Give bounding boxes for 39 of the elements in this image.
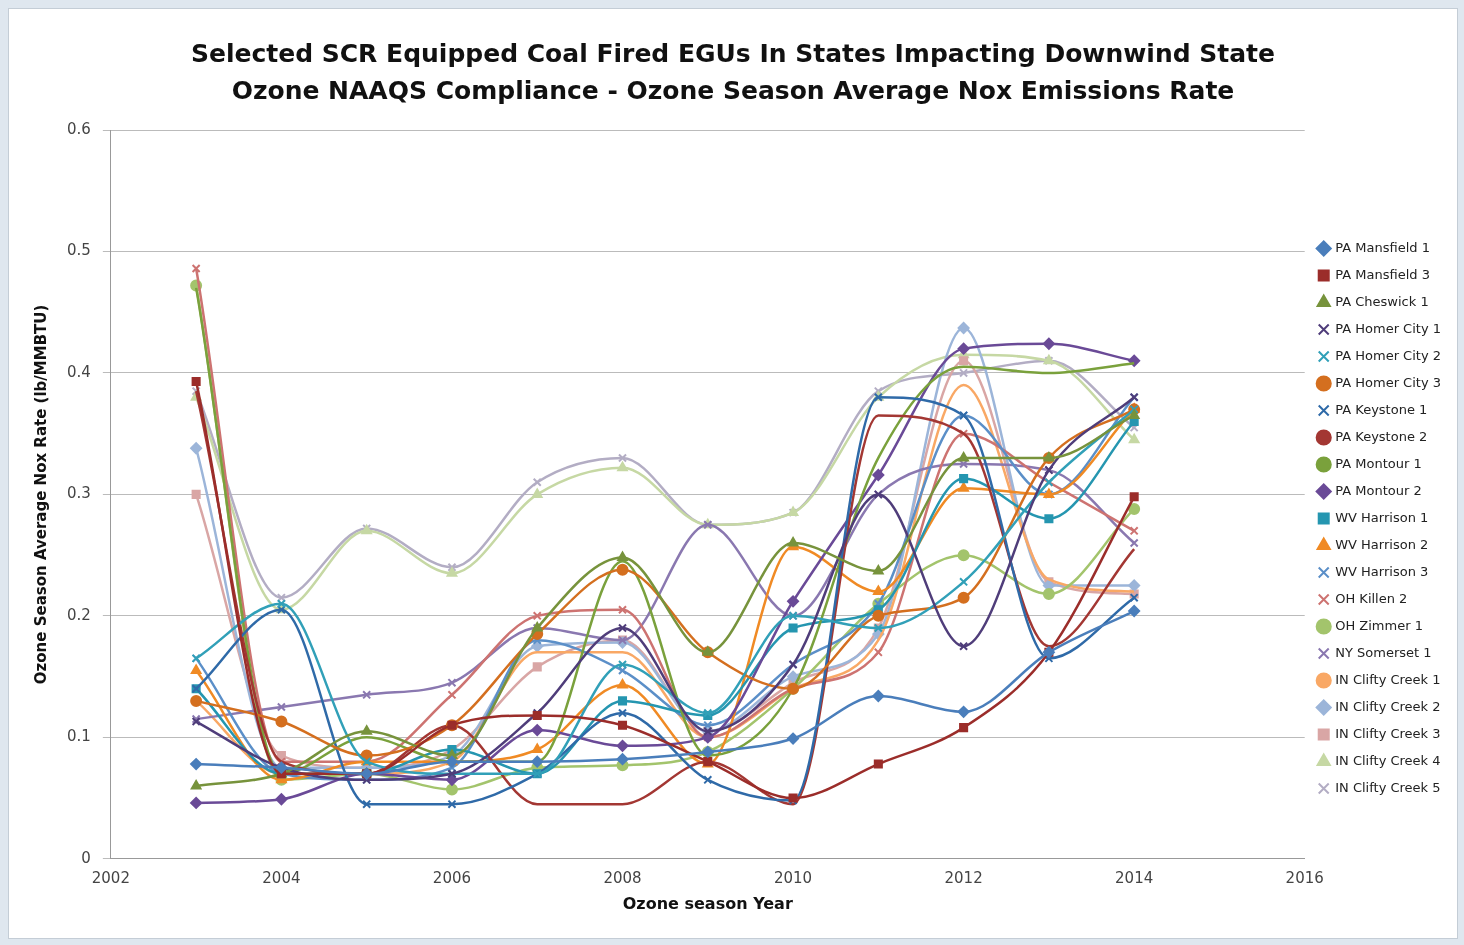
legend-label: IN Clifty Creek 4 bbox=[1335, 752, 1441, 768]
y-tick-label: 0.1 bbox=[67, 727, 91, 746]
y-tick-label: 0.6 bbox=[67, 119, 91, 138]
legend-label: WV Harrison 1 bbox=[1335, 509, 1429, 525]
legend-label: OH Killen 2 bbox=[1335, 590, 1408, 606]
x-tick-label: 2014 bbox=[1115, 868, 1154, 887]
legend-label: PA Homer City 1 bbox=[1335, 320, 1442, 336]
legend-label: WV Harrison 2 bbox=[1335, 536, 1429, 552]
x-tick-label: 2002 bbox=[91, 868, 130, 887]
legend-label: WV Harrison 3 bbox=[1335, 563, 1429, 579]
y-tick-label: 0.5 bbox=[67, 241, 91, 260]
legend-label: IN Clifty Creek 2 bbox=[1335, 698, 1441, 714]
x-axis-title: Ozone season Year bbox=[622, 893, 793, 913]
y-tick-label: 0.4 bbox=[67, 362, 91, 381]
y-tick-label: 0.3 bbox=[67, 484, 91, 503]
x-tick-label: 2012 bbox=[944, 868, 983, 887]
legend-label: PA Mansfield 3 bbox=[1335, 266, 1430, 282]
y-tick-label: 0 bbox=[81, 848, 91, 867]
x-tick-label: 2010 bbox=[773, 868, 813, 887]
legend-label: IN Clifty Creek 3 bbox=[1335, 725, 1441, 741]
legend-label: IN Clifty Creek 5 bbox=[1335, 779, 1441, 795]
legend-label: OH Zimmer 1 bbox=[1335, 617, 1423, 633]
legend-label: PA Keystone 2 bbox=[1335, 428, 1428, 444]
legend-label: PA Montour 1 bbox=[1335, 455, 1422, 471]
legend-label: PA Cheswick 1 bbox=[1335, 293, 1429, 309]
x-tick-label: 2006 bbox=[432, 868, 472, 887]
legend-label: NY Somerset 1 bbox=[1335, 644, 1432, 660]
legend-label: PA Homer City 3 bbox=[1335, 374, 1442, 390]
chart-title: Selected SCR Equipped Coal Fired EGUs In States Impacting Downwind State Ozone NAAQS Compliance - Ozone Season Average Nox Emissions Rate bbox=[189, 38, 1277, 107]
legend-label: IN Clifty Creek 1 bbox=[1335, 671, 1441, 687]
y-axis-title: Ozone Season Average Nox Rate (lb/MMBTU) bbox=[31, 304, 50, 685]
y-tick-label: 0.2 bbox=[67, 605, 91, 624]
legend-label: PA Keystone 1 bbox=[1335, 401, 1428, 417]
legend-label: PA Homer City 2 bbox=[1335, 347, 1442, 363]
x-tick-label: 2004 bbox=[262, 868, 301, 887]
legend-label: PA Montour 2 bbox=[1335, 482, 1422, 498]
legend-label: PA Mansfield 1 bbox=[1335, 239, 1430, 255]
x-tick-label: 2016 bbox=[1285, 868, 1324, 887]
x-tick-label: 2008 bbox=[603, 868, 642, 887]
